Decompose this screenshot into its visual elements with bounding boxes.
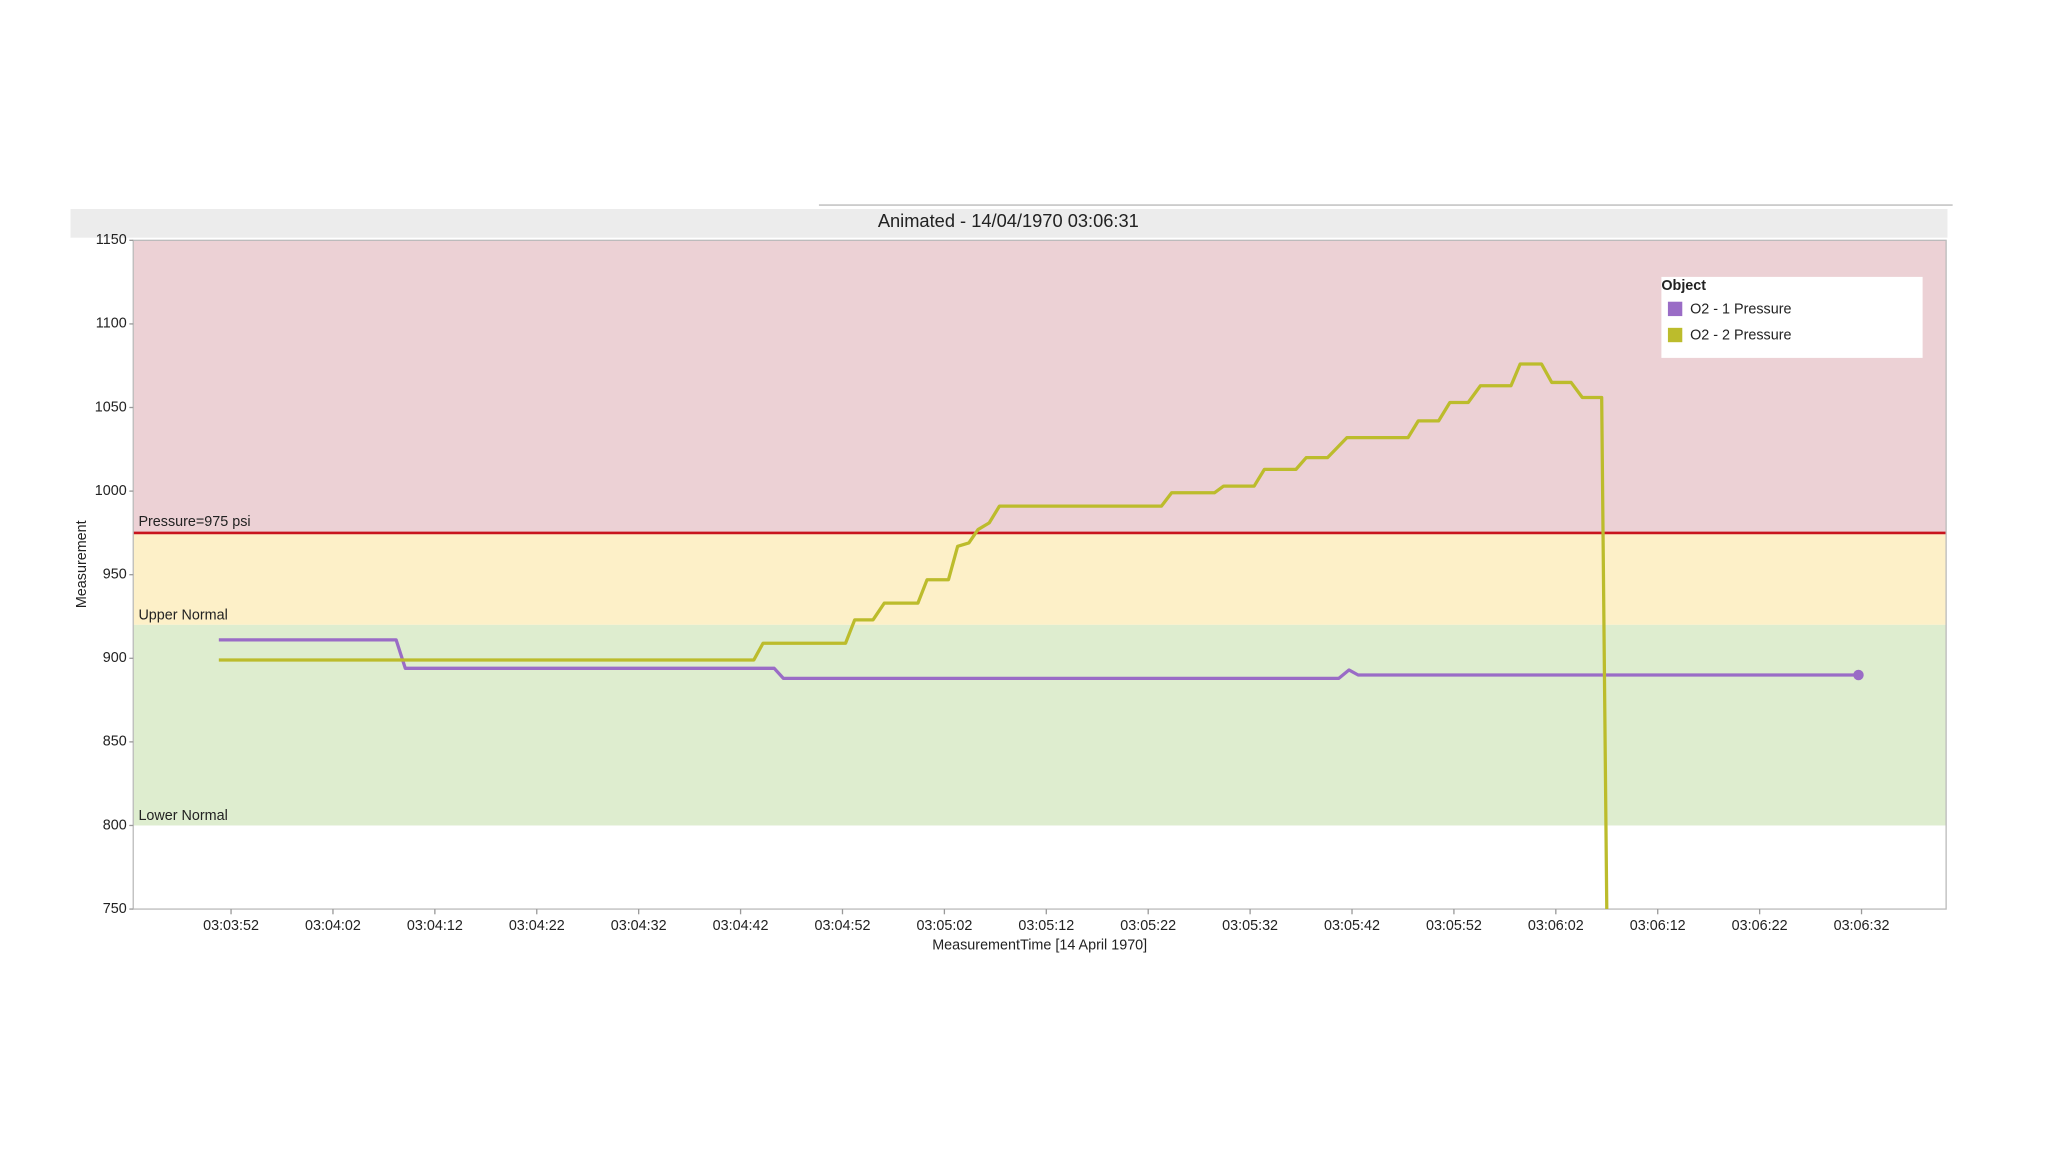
y-tick-label: 1100 [96,316,127,332]
x-tick-label: 03:06:12 [1630,918,1686,934]
band-label: Lower Normal [138,808,227,824]
y-tick-label: 800 [103,817,127,833]
x-tick-label: 03:06:32 [1834,918,1890,934]
y-tick-label: 1000 [95,483,127,499]
x-tick-label: 03:05:42 [1324,918,1380,934]
x-tick-label: 03:05:52 [1426,918,1482,934]
x-tick-label: 03:03:52 [203,918,259,934]
title-bar [70,208,1948,238]
reference-label: Pressure=975 psi [138,514,250,530]
series-line [218,638,1859,680]
y-tick-label: 750 [103,901,127,917]
x-tick-label: 03:04:02 [305,918,361,934]
chart-title: Animated - 14/04/1970 03:06:31 [878,210,1139,231]
series-line [218,362,1609,910]
x-tick-label: 03:05:22 [1120,918,1176,934]
x-tick-label: 03:04:32 [611,918,667,934]
x-tick-label: 03:05:32 [1222,918,1278,934]
y-tick-label: 1150 [96,232,127,248]
y-tick-label: 950 [103,566,127,582]
x-tick-label: 03:04:42 [713,918,769,934]
x-tick-label: 03:04:12 [407,918,463,934]
x-tick-label: 03:06:02 [1528,918,1584,934]
y-tick-label: 900 [103,650,127,666]
x-tick-label: 03:05:12 [1018,918,1074,934]
band [133,240,1947,533]
legend-swatch [1667,301,1683,317]
plot-area: Upper Normal Lower Normal Pressure=975 psi [132,239,1947,910]
x-tick-label: 03:05:02 [916,918,972,934]
band-label: Upper Normal [138,608,227,624]
y-axis-label: Measurement [74,520,90,608]
end-marker [1853,669,1864,681]
y-tick-label: 1050 [95,399,127,415]
band [133,532,1947,625]
band [133,624,1947,826]
legend-label: O2 - 2 Pressure [1690,327,1791,343]
x-axis-label: MeasurementTime [14 April 1970] [932,937,1147,953]
legend-box [1661,276,1923,358]
x-tick-label: 03:04:22 [509,918,565,934]
x-tick-label: 03:06:22 [1732,918,1788,934]
x-tick-label: 03:04:52 [815,918,871,934]
y-tick-label: 850 [103,734,127,750]
legend-swatch [1667,327,1683,343]
legend-title: Object [1661,278,1706,294]
legend-label: O2 - 1 Pressure [1690,301,1791,317]
